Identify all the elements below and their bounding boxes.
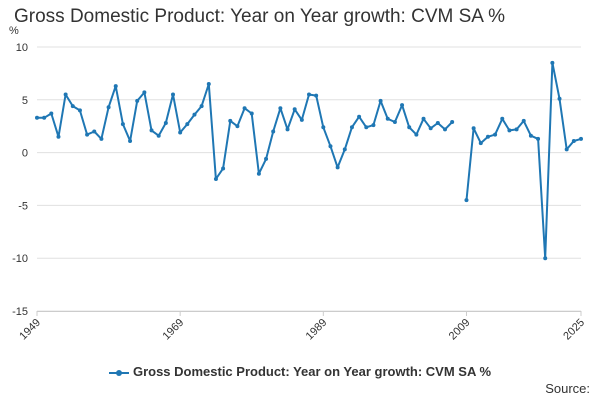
series-line [465,61,582,260]
data-point[interactable] [500,116,505,121]
y-tick-label: -10 [12,253,28,265]
data-point[interactable] [242,106,247,111]
y-axis-label: % [9,25,19,37]
data-point[interactable] [292,107,297,112]
data-point[interactable] [364,125,369,130]
data-point[interactable] [428,126,433,131]
y-tick-label: -5 [18,200,28,212]
data-point[interactable] [321,125,326,130]
data-point[interactable] [199,104,204,109]
data-point[interactable] [106,105,111,110]
data-point[interactable] [92,129,97,134]
data-point[interactable] [521,118,526,123]
data-point[interactable] [528,133,533,138]
data-point[interactable] [235,124,240,129]
data-point[interactable] [264,156,269,161]
data-point[interactable] [85,132,90,137]
data-point[interactable] [450,119,455,124]
data-point[interactable] [342,147,347,152]
data-point[interactable] [135,98,140,103]
data-point[interactable] [507,128,512,133]
data-point[interactable] [464,198,469,203]
x-tick-label: 2025 [561,317,587,343]
data-point[interactable] [579,136,583,141]
data-point[interactable] [536,136,541,141]
data-point[interactable] [192,112,197,117]
data-point[interactable] [142,90,147,95]
data-point[interactable] [493,132,498,137]
data-point[interactable] [443,127,447,132]
data-point[interactable] [49,111,54,116]
data-point[interactable] [70,104,75,109]
data-point[interactable] [371,123,376,128]
series-line [37,83,453,180]
y-tick-label: -15 [12,306,28,318]
x-tick-label: 1989 [304,317,330,343]
data-point[interactable] [228,118,233,123]
data-point[interactable] [349,125,354,130]
data-point[interactable] [407,125,412,130]
data-point[interactable] [206,81,211,86]
data-point[interactable] [550,60,555,65]
data-point[interactable] [171,92,175,97]
data-point[interactable] [256,171,261,176]
data-point[interactable] [271,129,276,134]
data-point[interactable] [99,136,104,141]
data-point[interactable] [113,84,118,89]
legend[interactable]: Gross Domestic Product: Year on Year gro… [0,364,600,379]
x-tick-label: 1969 [160,317,186,343]
y-tick-label: 5 [22,95,28,107]
data-point[interactable] [378,98,383,103]
data-point[interactable] [156,133,161,138]
data-point[interactable] [77,108,82,113]
data-point[interactable] [557,96,562,101]
data-point[interactable] [149,128,154,133]
data-point[interactable] [392,119,397,124]
data-point[interactable] [120,122,125,127]
data-point[interactable] [185,122,190,127]
source-label: Source: [545,381,590,396]
data-point[interactable] [35,115,39,120]
data-point[interactable] [56,134,61,139]
data-point[interactable] [285,127,290,132]
data-point[interactable] [63,92,68,97]
data-point[interactable] [385,116,390,121]
legend-label: Gross Domestic Product: Year on Year gro… [132,364,492,379]
data-point[interactable] [435,121,440,126]
data-point[interactable] [357,114,362,119]
data-point[interactable] [571,138,576,143]
data-point[interactable] [514,127,519,132]
data-point[interactable] [249,111,254,116]
axes: 10 5 0 -5 -10 -15% 1949 1969 1989 2009 2025 [9,25,587,342]
data-point[interactable] [128,138,133,143]
data-point[interactable] [42,115,47,120]
data-point[interactable] [328,144,333,149]
data-point[interactable] [543,256,548,261]
data-point[interactable] [213,177,218,181]
data-point[interactable] [278,106,283,111]
data-point[interactable] [485,134,490,139]
data-point[interactable] [307,92,311,97]
data-point[interactable] [314,93,319,98]
data-point[interactable] [163,121,168,126]
data-point[interactable] [478,141,483,146]
series-gdp-growth [35,60,583,261]
x-tick-label: 2009 [447,317,473,343]
data-point[interactable] [335,165,340,170]
legend-swatch-icon [108,368,129,378]
y-tick-label: 10 [16,42,28,54]
data-point[interactable] [421,116,426,121]
data-point[interactable] [400,103,405,108]
y-tick-label: 0 [22,148,28,160]
x-tick-label: 1949 [17,317,43,343]
grid-lines [37,46,581,312]
data-point[interactable] [178,130,183,135]
data-point[interactable] [299,117,304,122]
data-point[interactable] [221,166,226,171]
data-point[interactable] [414,132,419,137]
chart-title: Gross Domestic Product: Year on Year gro… [14,6,506,27]
data-point[interactable] [471,126,476,131]
data-point[interactable] [564,147,569,152]
